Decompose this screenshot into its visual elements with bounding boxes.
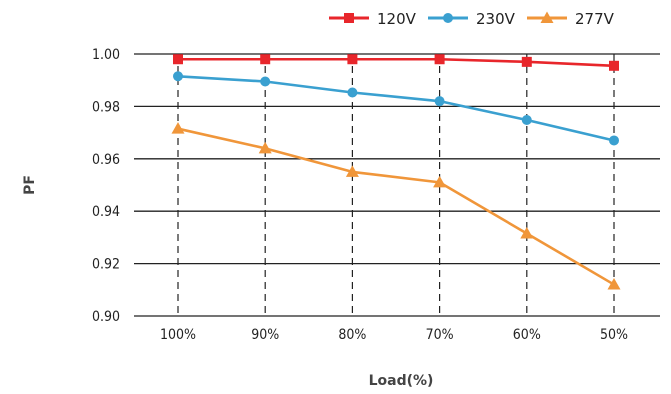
y-tick-label: 0.92 [92, 257, 120, 273]
y-tick-label: 1.00 [92, 47, 120, 63]
legend-label-277v: 277V [575, 10, 615, 28]
data-point-230v [173, 71, 183, 82]
data-point-120v [347, 54, 358, 65]
data-point-230v [521, 115, 532, 126]
x-axis-title: Load(%) [369, 373, 434, 389]
legend: 120V 230V 277V [329, 10, 615, 28]
data-point-277v [520, 226, 534, 239]
x-tick-label: 50% [600, 327, 628, 343]
data-point-120v [173, 54, 183, 65]
x-tick-label: 100% [160, 327, 196, 343]
data-point-277v [433, 175, 447, 188]
data-point-120v [434, 54, 445, 65]
y-tick-label: 0.96 [92, 152, 120, 168]
data-point-277v [607, 278, 621, 290]
legend-item-120v: 120V [329, 10, 417, 28]
legend-marker-277v [540, 11, 554, 23]
y-tick-labels: 0.90 0.92 0.94 0.96 0.98 1.00 [92, 47, 120, 325]
legend-label-120v: 120V [377, 10, 417, 28]
data-point-120v [521, 56, 532, 67]
data-point-230v [260, 76, 271, 87]
series-line-230v [177, 74, 615, 142]
series-line-120v [178, 57, 615, 68]
grid [134, 53, 660, 317]
legend-item-277v: 277V [527, 10, 615, 28]
data-point-120v [260, 54, 271, 65]
series-230v [173, 71, 619, 146]
data-point-120v [609, 60, 619, 71]
x-tick-labels: 100% 90% 80% 70% 60% 50% [160, 327, 628, 343]
legend-marker-230v [443, 13, 453, 23]
data-point-230v [609, 135, 619, 146]
series-group [171, 54, 621, 290]
series-120v [173, 54, 619, 71]
y-tick-label: 0.90 [92, 309, 120, 325]
x-tick-label: 60% [513, 327, 541, 343]
legend-item-230v: 230V [428, 10, 516, 28]
y-axis-title: PF [22, 175, 38, 195]
series-line-277v [177, 127, 615, 286]
x-tick-label: 90% [251, 327, 279, 343]
series-277v [171, 122, 621, 290]
legend-marker-120v [344, 13, 354, 23]
data-point-277v [345, 165, 359, 177]
x-tick-label: 70% [426, 327, 454, 343]
x-tick-label: 80% [338, 327, 366, 343]
legend-label-230v: 230V [476, 10, 516, 28]
data-point-277v [258, 141, 272, 154]
y-tick-label: 0.98 [92, 99, 120, 115]
data-point-230v [434, 96, 445, 107]
data-point-230v [347, 87, 358, 98]
data-point-277v [171, 122, 185, 134]
y-tick-label: 0.94 [92, 204, 120, 220]
